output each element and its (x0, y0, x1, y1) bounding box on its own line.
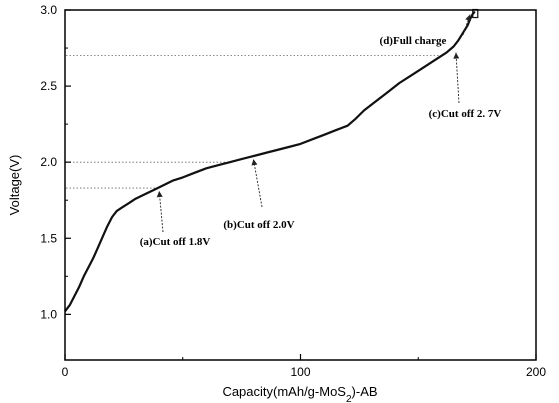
x-axis-title: Capacity(mAh/g-MoS2)-AB (222, 384, 377, 403)
annotation-arrow-0 (158, 191, 164, 233)
annotation-label-0: (a)Cut off 1.8V (140, 236, 211, 248)
y-tick-label-4: 3.0 (40, 3, 57, 17)
annotation-arrow-1 (252, 159, 263, 208)
y-tick-label-3: 2.5 (40, 79, 57, 93)
x-axis-title-main: Capacity(mAh/g-MoS (222, 384, 346, 399)
plot-frame (64, 9, 537, 361)
annotation-label-3: (d)Full charge (380, 35, 447, 47)
annotation-arrowhead-2 (453, 52, 460, 59)
annotation-arrowhead-1 (251, 159, 258, 166)
annotation-arrowhead-0 (156, 191, 163, 198)
y-tick-label-1: 1.5 (40, 231, 57, 245)
annotation-label-2: (c)Cut off 2. 7V (429, 108, 502, 120)
annotation-arrow-2 (455, 52, 460, 104)
charge-curve (64, 10, 476, 312)
y-tick-label-2: 2.0 (40, 155, 57, 169)
axis-ticks: 0 100 200 1.0 1.5 2.0 2.5 3.0 (40, 3, 546, 379)
x-tick-label-0: 0 (62, 365, 69, 379)
curve-layer (64, 8, 479, 312)
annotation-label-1: (b)Cut off 2.0V (223, 219, 294, 231)
annotations: (a)Cut off 1.8V (b)Cut off 2.0V (c)Cut off… (140, 14, 502, 248)
x-tick-label-2: 200 (526, 365, 546, 379)
y-axis-title: Voltage(V) (7, 155, 22, 216)
x-axis-title-sub: 2 (346, 394, 352, 403)
reference-lines (66, 55, 442, 189)
y-tick-label-0: 1.0 (40, 307, 57, 321)
annotation-arrowhead-3 (465, 14, 471, 22)
x-tick-label-1: 100 (290, 365, 310, 379)
x-axis-title-tail: )-AB (352, 384, 378, 399)
